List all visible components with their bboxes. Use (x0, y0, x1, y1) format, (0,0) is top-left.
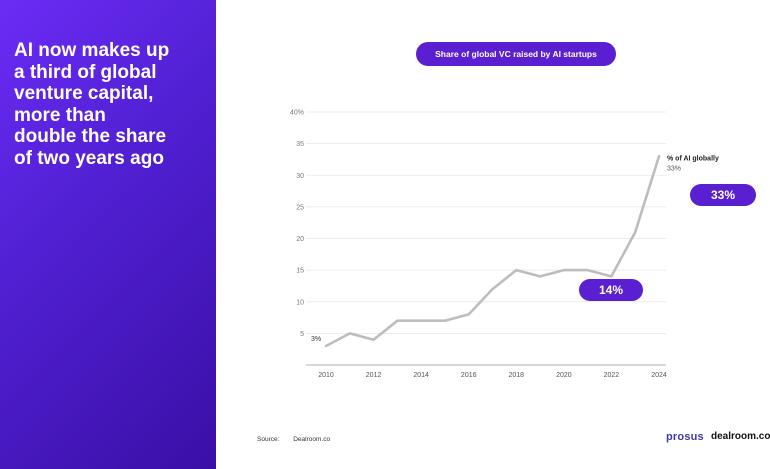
y-tick-label: 35 (296, 141, 304, 148)
series-layer (324, 155, 661, 348)
left-panel: AI now makes up a third of global ventur… (0, 0, 216, 469)
data-point (420, 319, 422, 322)
data-point (491, 288, 494, 290)
callout-2024: 33% (690, 184, 756, 206)
data-point (325, 345, 327, 347)
y-tick-label: 25 (296, 204, 304, 211)
x-tick-label: 2022 (604, 372, 620, 379)
data-point (348, 332, 351, 335)
y-tick-label: 15 (296, 268, 304, 275)
y-tick-label: 20 (296, 236, 304, 243)
start-value-label: 3% (311, 336, 321, 343)
data-point (515, 269, 518, 271)
data-point (563, 269, 565, 271)
headline-line: more than (14, 104, 106, 126)
x-tick-label: 2018 (508, 372, 524, 379)
x-tick-label: 2016 (461, 372, 477, 379)
x-tick-label: 2024 (651, 372, 667, 379)
x-tick-label: 2020 (556, 372, 572, 379)
headline-line: AI now makes up (14, 40, 170, 61)
chart-title: Share of global VC raised by AI startups (416, 42, 616, 66)
y-tick-label: 30 (296, 173, 304, 180)
callout-2022: 14% (579, 279, 643, 301)
headline-line: of two years ago (14, 147, 164, 169)
grid-lines (306, 111, 666, 334)
prosus-logo: prosus (666, 431, 704, 443)
data-point (610, 275, 613, 278)
data-point (586, 269, 589, 271)
series-end-label: % of AI globally (667, 155, 719, 162)
source-label: Source: (257, 436, 280, 443)
data-point (467, 313, 470, 316)
data-point (539, 275, 541, 278)
labels: 5 10 15 20 25 30 35 40% 2010 2012 2014 2016 2018 2020… (290, 110, 719, 380)
series-line (324, 155, 661, 348)
x-tick-label: 2010 (318, 372, 334, 379)
headline-line: a third of global (14, 61, 157, 83)
data-point (372, 338, 375, 341)
data-point (634, 231, 637, 233)
data-point (658, 155, 660, 158)
y-tick-label: 10 (296, 299, 304, 306)
source-note: Source: Dealroom.co (257, 436, 330, 443)
headline-line: double the share (14, 126, 167, 147)
headline-line: venture capital, (14, 83, 154, 104)
y-tick-label: 5 (300, 331, 304, 338)
data-point (396, 319, 399, 322)
y-tick-label: 40% (290, 110, 304, 117)
x-tick-label: 2014 (413, 372, 429, 379)
x-tick-label: 2012 (366, 372, 382, 379)
series-end-value: 33% (667, 165, 681, 172)
dealroom-logo: dealroom.co (711, 431, 770, 442)
headline: AI now makes up a third of global ventur… (14, 40, 204, 169)
source-value: Dealroom.co (293, 436, 331, 443)
data-point (444, 319, 446, 322)
